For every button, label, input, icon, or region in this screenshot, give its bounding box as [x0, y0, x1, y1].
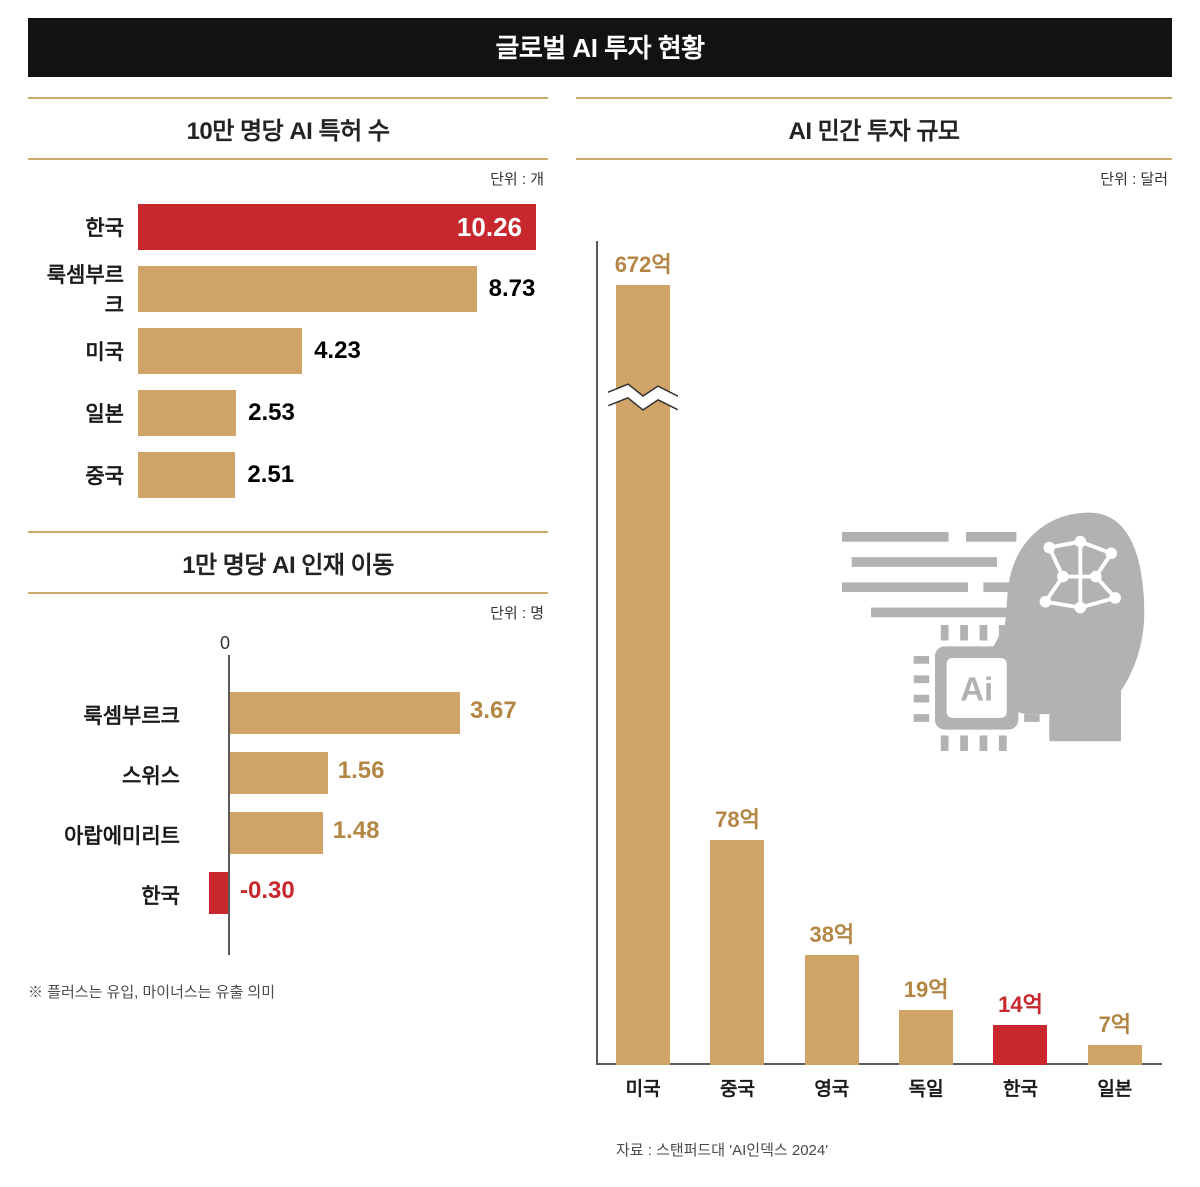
investment-col: 7억일본 [1068, 1007, 1162, 1065]
talent-row-label: 룩셈부르크 [28, 685, 188, 745]
patents-bar [138, 328, 302, 374]
talent-bar [230, 812, 323, 854]
talent-bar [230, 692, 460, 734]
patents-value: 2.53 [248, 399, 295, 427]
patents-row-label: 일본 [28, 398, 138, 428]
investment-col: 78억중국 [690, 802, 784, 1065]
investment-label: 한국 [1003, 1074, 1038, 1101]
investment-col: 14억한국 [973, 987, 1067, 1065]
investment-label: 일본 [1097, 1074, 1132, 1101]
right-column: AI 민간 투자 규모 단위 : 달러 672억미국78억중국38억영국19억독… [576, 97, 1172, 1160]
patents-row: 미국 4.23 [28, 325, 548, 377]
patents-title: 10만 명당 AI 특허 수 [28, 97, 548, 160]
svg-text:Ai: Ai [960, 671, 993, 708]
investment-title: AI 민간 투자 규모 [576, 97, 1172, 160]
talent-unit: 단위 : 명 [28, 602, 544, 623]
infographic-root: 글로벌 AI 투자 현황 10만 명당 AI 특허 수 단위 : 개 한국 10.… [0, 0, 1200, 1180]
talent-value: 1.48 [333, 817, 380, 845]
talent-row: 3.67 [228, 683, 548, 743]
patents-bar [138, 266, 477, 312]
talent-row-label: 한국 [28, 865, 188, 925]
talent-bar [230, 752, 328, 794]
patents-row-label: 룩셈부르크 [28, 259, 138, 319]
patents-unit: 단위 : 개 [28, 168, 544, 189]
patents-chart: 한국10.26룩셈부르크8.73미국4.23일본2.53중국2.51 [28, 201, 548, 501]
investment-label: 영국 [814, 1074, 849, 1101]
axis-break-icon [608, 383, 678, 413]
talent-zero-label: 0 [220, 633, 230, 654]
patents-bar: 10.26 [138, 204, 536, 250]
patents-row: 룩셈부르크8.73 [28, 263, 548, 315]
investment-col: 19억독일 [879, 972, 973, 1065]
talent-row: 1.56 [228, 743, 548, 803]
patents-row: 일본 2.53 [28, 387, 548, 439]
patents-row-label: 미국 [28, 336, 138, 366]
patents-value: 2.51 [247, 461, 294, 489]
talent-bar [209, 872, 228, 914]
talent-row-label: 스위스 [28, 745, 188, 805]
investment-value: 78억 [715, 802, 760, 834]
investment-source: 자료 : 스탠퍼드대 'AI인덱스 2024' [616, 1139, 1172, 1160]
investment-unit: 단위 : 달러 [576, 168, 1168, 189]
investment-label: 미국 [626, 1074, 661, 1101]
talent-row: 1.48 [228, 803, 548, 863]
left-column: 10만 명당 AI 특허 수 단위 : 개 한국10.26룩셈부르크8.73미국… [28, 97, 548, 1160]
investment-label: 중국 [720, 1074, 755, 1101]
patents-row-label: 한국 [28, 212, 138, 242]
investment-value: 19억 [904, 972, 949, 1004]
talent-row: -0.30 [228, 863, 548, 923]
investment-value: 7억 [1099, 1007, 1131, 1039]
patents-bar [138, 390, 236, 436]
patents-bar [138, 452, 235, 498]
talent-title: 1만 명당 AI 인재 이동 [28, 531, 548, 594]
investment-value: 14억 [998, 987, 1043, 1019]
talent-footnote: ※ 플러스는 유입, 마이너스는 유출 의미 [28, 981, 548, 1002]
talent-row-label: 아랍에미리트 [28, 805, 188, 865]
investment-bar [993, 1025, 1047, 1065]
investment-bar [805, 955, 859, 1065]
investment-bar [899, 1010, 953, 1065]
investment-bar [710, 840, 764, 1065]
patents-row-label: 중국 [28, 460, 138, 490]
investment-chart: 672억미국78억중국38억영국19억독일14억한국7억일본 [576, 201, 1172, 1121]
patents-value: 8.73 [489, 275, 536, 303]
talent-value: 1.56 [338, 757, 385, 785]
patents-row: 중국 2.51 [28, 449, 548, 501]
ai-illustration: Ai [842, 501, 1152, 758]
investment-label: 독일 [909, 1074, 944, 1101]
columns: 10만 명당 AI 특허 수 단위 : 개 한국10.26룩셈부르크8.73미국… [28, 97, 1172, 1160]
patents-row: 한국 10.26 [28, 201, 548, 253]
investment-bar [616, 285, 670, 1065]
patents-value: 10.26 [457, 212, 522, 243]
talent-chart: 룩셈부르크스위스아랍에미리트한국 0 3.67 1.56 1.48 -0.30 [28, 635, 548, 975]
investment-col: 38억영국 [785, 917, 879, 1065]
talent-value: 3.67 [470, 697, 517, 725]
investment-value: 38억 [809, 917, 854, 949]
banner-title: 글로벌 AI 투자 현황 [28, 18, 1172, 77]
investment-value: 672억 [615, 247, 672, 279]
investment-col: 672억미국 [596, 247, 690, 1065]
patents-value: 4.23 [314, 337, 361, 365]
investment-bar [1088, 1045, 1142, 1065]
talent-value: -0.30 [240, 877, 295, 905]
